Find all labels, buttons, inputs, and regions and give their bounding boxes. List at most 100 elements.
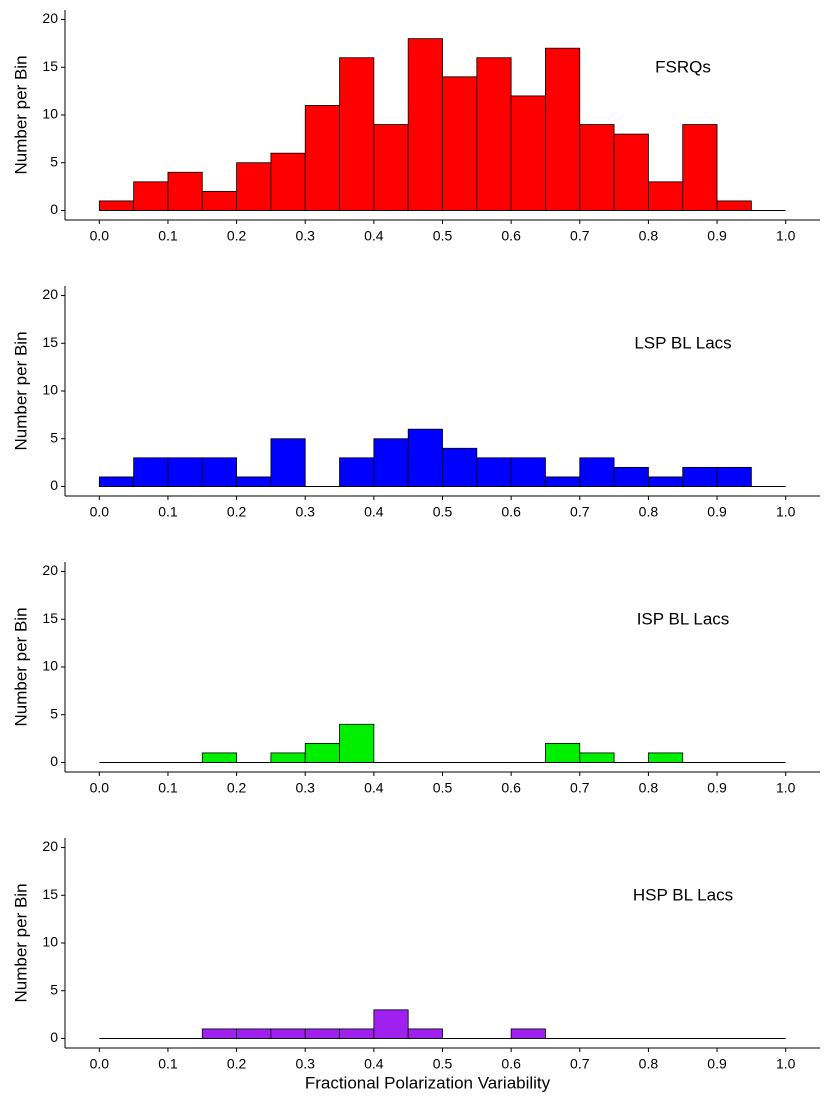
annotation: HSP BL Lacs — [633, 885, 733, 904]
x-tick-label: 1.0 — [776, 504, 796, 520]
x-tick-label: 0.2 — [227, 1056, 247, 1072]
y-tick-label: 15 — [42, 334, 58, 350]
bar — [339, 457, 375, 487]
x-tick-label: 0.8 — [639, 228, 659, 244]
bar — [510, 457, 546, 487]
bar — [270, 1028, 306, 1039]
y-tick-label: 20 — [42, 562, 58, 578]
bar — [682, 466, 718, 487]
x-tick-label: 0.0 — [90, 228, 110, 244]
bar — [579, 124, 615, 211]
y-tick-label: 10 — [42, 658, 58, 674]
bar — [407, 1028, 443, 1039]
bar — [579, 457, 615, 487]
x-tick-label: 0.5 — [433, 504, 453, 520]
bar — [270, 152, 306, 211]
x-tick-label: 0.1 — [158, 504, 178, 520]
bar — [476, 457, 512, 487]
x-tick-label: 0.6 — [501, 504, 521, 520]
x-tick-label: 0.9 — [707, 228, 727, 244]
x-tick-label: 0.3 — [295, 228, 315, 244]
x-tick-label: 0.2 — [227, 504, 247, 520]
bar — [339, 723, 375, 763]
bar — [339, 57, 375, 211]
annotation: ISP BL Lacs — [637, 609, 730, 628]
bar — [648, 476, 684, 487]
x-tick-label: 0.9 — [707, 1056, 727, 1072]
x-tick-label: 0.0 — [90, 780, 110, 796]
annotation: LSP BL Lacs — [634, 333, 731, 352]
bar — [373, 438, 409, 487]
bar — [304, 742, 340, 763]
bar — [270, 438, 306, 487]
y-tick-label: 20 — [42, 286, 58, 302]
y-tick-label: 5 — [50, 981, 58, 997]
bar — [442, 76, 478, 211]
bar — [373, 1009, 409, 1039]
x-tick-label: 0.3 — [295, 780, 315, 796]
bar — [545, 476, 581, 487]
x-tick-label: 0.9 — [707, 780, 727, 796]
bar — [407, 428, 443, 487]
y-tick-label: 0 — [50, 1029, 58, 1045]
bar — [716, 200, 752, 211]
x-tick-label: 0.7 — [570, 1056, 590, 1072]
x-tick-label: 0.0 — [90, 504, 110, 520]
bar — [167, 171, 203, 211]
x-tick-label: 0.6 — [501, 780, 521, 796]
x-tick-label: 0.3 — [295, 504, 315, 520]
x-tick-label: 0.5 — [433, 780, 453, 796]
bar — [510, 1028, 546, 1039]
y-tick-label: 10 — [42, 382, 58, 398]
x-tick-label: 0.6 — [501, 228, 521, 244]
bar — [98, 200, 135, 211]
y-tick-label: 10 — [42, 934, 58, 950]
y-tick-label: 20 — [42, 838, 58, 854]
bar — [270, 752, 306, 763]
x-tick-label: 0.4 — [364, 504, 384, 520]
x-tick-label: 0.5 — [433, 1056, 453, 1072]
bar — [613, 133, 649, 211]
y-axis-label: Number per Bin — [11, 607, 30, 726]
bar — [236, 476, 272, 487]
bar — [545, 47, 581, 211]
bar — [613, 466, 649, 487]
y-axis-label: Number per Bin — [11, 883, 30, 1002]
x-tick-label: 0.9 — [707, 504, 727, 520]
bar — [579, 752, 615, 763]
bar — [201, 457, 237, 487]
x-tick-label: 0.7 — [570, 228, 590, 244]
x-tick-label: 0.2 — [227, 780, 247, 796]
bar — [510, 95, 546, 211]
y-tick-label: 5 — [50, 429, 58, 445]
x-tick-label: 0.4 — [364, 780, 384, 796]
x-tick-label: 0.1 — [158, 1056, 178, 1072]
bar — [648, 752, 684, 763]
x-tick-label: 1.0 — [776, 780, 796, 796]
x-tick-label: 1.0 — [776, 228, 796, 244]
bar — [373, 124, 409, 211]
x-tick-label: 0.1 — [158, 780, 178, 796]
bar — [304, 1028, 340, 1039]
x-tick-label: 1.0 — [776, 1056, 796, 1072]
bar — [201, 752, 237, 763]
bar — [407, 38, 443, 211]
bar — [133, 181, 169, 211]
x-tick-label: 0.7 — [570, 780, 590, 796]
bar — [167, 457, 203, 487]
y-tick-label: 0 — [50, 201, 58, 217]
bar — [98, 476, 135, 487]
bar — [236, 1028, 272, 1039]
bar — [339, 1028, 375, 1039]
x-tick-label: 0.5 — [433, 228, 453, 244]
y-tick-label: 15 — [42, 886, 58, 902]
y-tick-label: 5 — [50, 705, 58, 721]
bar — [648, 181, 684, 211]
y-tick-label: 15 — [42, 58, 58, 74]
y-tick-label: 0 — [50, 477, 58, 493]
x-axis-label: Fractional Polarization Variability — [305, 1073, 551, 1092]
x-tick-label: 0.0 — [90, 1056, 110, 1072]
y-tick-label: 0 — [50, 753, 58, 769]
bar — [682, 124, 718, 211]
